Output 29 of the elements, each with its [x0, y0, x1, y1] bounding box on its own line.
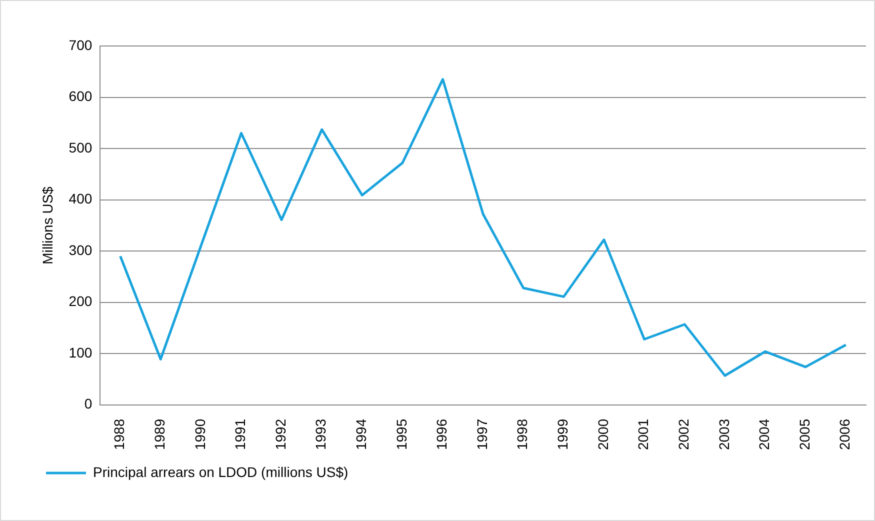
y-tick-label: 100: [68, 344, 92, 360]
x-tick-label: 1997: [474, 418, 490, 450]
y-tick-label: 0: [84, 396, 92, 412]
x-tick-label: 2005: [796, 418, 812, 450]
x-tick-label: 2002: [675, 418, 692, 450]
x-tick-label: 1988: [111, 418, 128, 450]
x-tick-label: 2004: [756, 418, 772, 450]
x-tick-label: 1996: [434, 418, 450, 450]
x-tick-label: 1999: [554, 418, 571, 450]
x-tick-label: 2001: [635, 418, 652, 450]
y-tick-label: 600: [68, 88, 92, 104]
y-tick-label: 200: [68, 293, 92, 310]
x-tick-label: 2006: [836, 418, 853, 450]
x-tick-label: 1992: [272, 418, 288, 450]
x-tick-label: 1998: [514, 418, 530, 450]
y-axis-title: Millions US$: [39, 186, 56, 264]
x-tick-label: 1990: [192, 418, 208, 450]
y-tick-label: 700: [68, 36, 92, 53]
x-tick-label: 2003: [716, 418, 732, 450]
x-tick-label: 1994: [353, 418, 370, 450]
x-tick-label: 1993: [312, 418, 329, 450]
y-tick-label: 300: [68, 242, 92, 258]
y-tick-label: 400: [68, 190, 92, 207]
x-tick-label: 1995: [393, 418, 410, 450]
x-tick-label: 2000: [594, 418, 611, 450]
y-tick-label: 500: [68, 139, 92, 156]
legend-label: Principal arrears on LDOD (millions US$): [93, 464, 348, 480]
x-tick-label: 1991: [232, 418, 248, 450]
x-tick-label: 1989: [151, 418, 168, 450]
